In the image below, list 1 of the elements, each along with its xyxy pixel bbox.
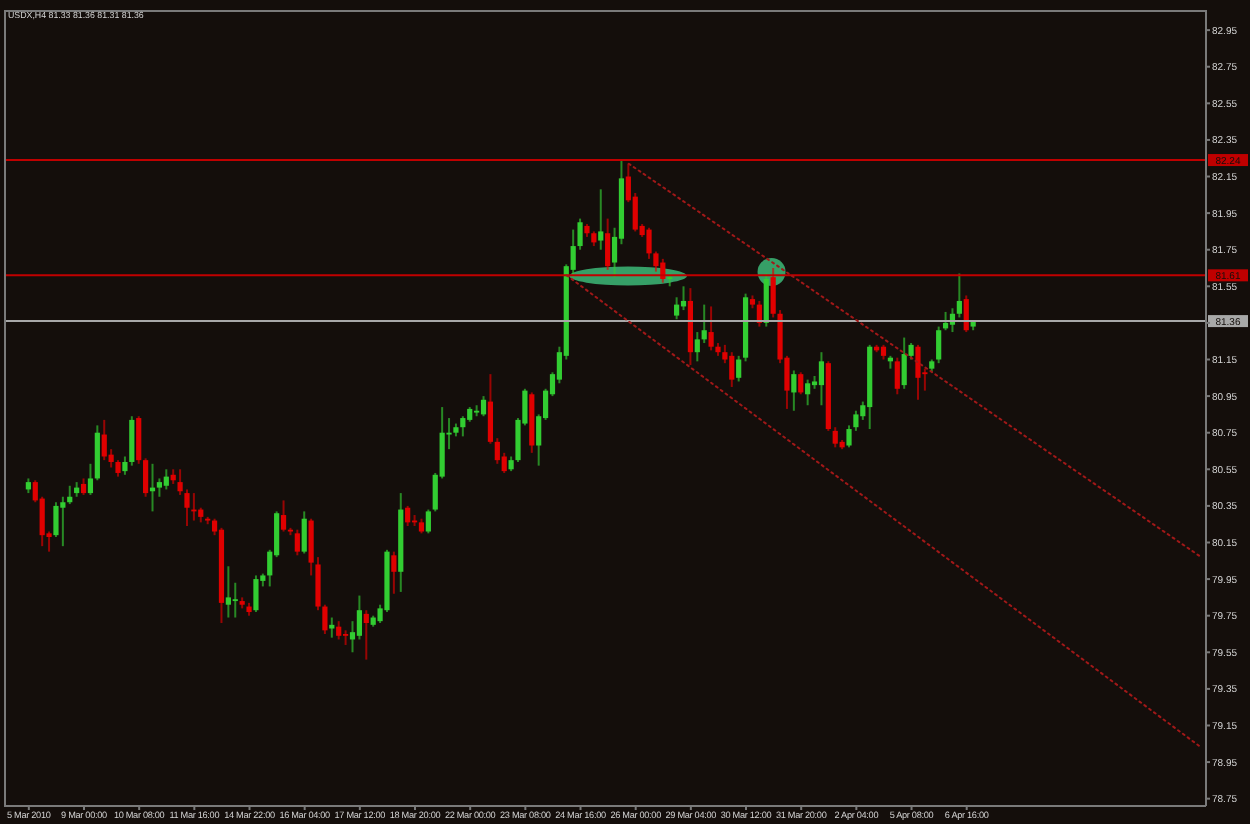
candlestick xyxy=(343,629,349,646)
